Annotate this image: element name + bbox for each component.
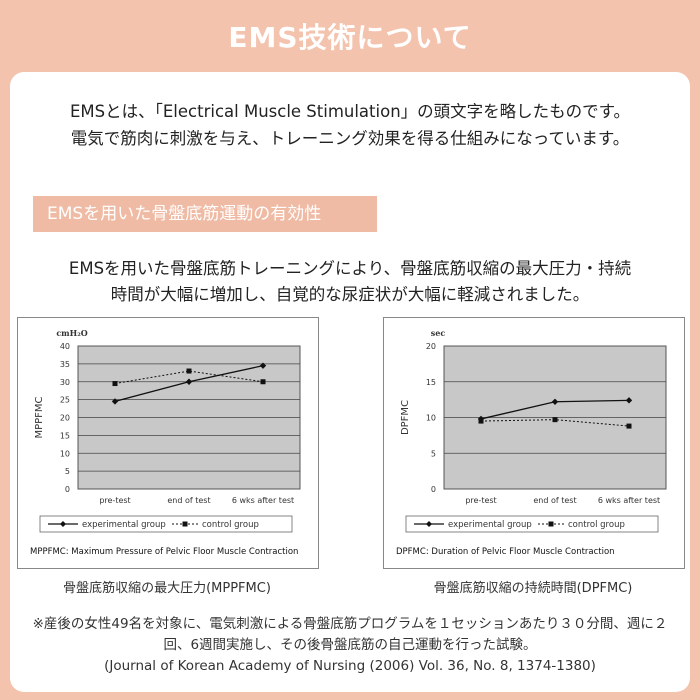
data-point bbox=[259, 362, 267, 369]
series-line-control bbox=[480, 419, 630, 427]
y-tick-label: 5 bbox=[65, 467, 70, 476]
y-tick-label: 20 bbox=[60, 414, 70, 423]
legend-label-experimental: experimental group bbox=[448, 520, 532, 530]
y-tick-label: 10 bbox=[426, 414, 436, 423]
lead-text: EMSを用いた骨盤底筋トレーニングにより、骨盤底筋収縮の最大圧力・持続 時間が大… bbox=[10, 256, 690, 308]
x-tick-label: pre-test bbox=[465, 496, 496, 505]
unit-label: cmH₂O bbox=[56, 328, 87, 338]
y-tick-label: 30 bbox=[60, 378, 70, 387]
note-line-1: ※産後の女性49名を対象に、電気刺激による骨盤底筋プログラムを１セッションあたり… bbox=[32, 616, 668, 632]
chart-mppfmc: 0 5 10 15 20 25 30 35 40 cmH₂O MPPFMC pre-test end o… bbox=[17, 317, 319, 569]
chart-footnote: DPFMC: Duration of Pelvic Floor Muscle C… bbox=[396, 547, 615, 557]
unit-label: sec bbox=[431, 328, 446, 338]
x-tick-label: end of test bbox=[533, 496, 576, 505]
data-point bbox=[260, 379, 266, 385]
x-tick-label: end of test bbox=[167, 496, 210, 505]
y-axis-label: MPPFMC bbox=[34, 396, 45, 438]
y-tick-label: 15 bbox=[60, 431, 70, 440]
series-line-control bbox=[114, 370, 264, 385]
legend-label-control: control group bbox=[202, 520, 259, 530]
chart-mppfmc-caption: 骨盤底筋収縮の最大圧力(MPPFMC) bbox=[63, 581, 271, 596]
lead-line-1: EMSを用いた骨盤底筋トレーニングにより、骨盤底筋収縮の最大圧力・持続 bbox=[68, 259, 632, 278]
intro-line-2: 電気で筋肉に刺激を与え、トレーニング効果を得る仕組みになっています。 bbox=[70, 129, 630, 148]
legend-box bbox=[39, 515, 293, 533]
data-point bbox=[112, 381, 118, 387]
x-tick-label: 6 wks after test bbox=[232, 496, 294, 505]
legend-marker-control bbox=[182, 521, 188, 527]
note-line-2: 回、6週間実施し、その後骨盤底筋の自己運動を行った試験。 bbox=[163, 637, 537, 653]
data-point bbox=[478, 418, 484, 424]
y-axis-label: DPFMC bbox=[400, 400, 411, 435]
y-tick-label: 25 bbox=[60, 396, 70, 405]
data-point bbox=[185, 378, 193, 385]
intro-line-1: EMSとは、「Electrical Muscle Stimulation」の頭文… bbox=[69, 102, 631, 121]
chart-dpfmc-svg: 0 5 10 15 20 sec DPFMC pre-test end of test 6 wks… bbox=[396, 328, 667, 557]
legend-box bbox=[405, 515, 659, 533]
legend-label-experimental: experimental group bbox=[82, 520, 166, 530]
y-tick-label: 0 bbox=[65, 485, 70, 494]
section-label: EMSを用いた骨盤底筋運動の有効性 bbox=[33, 196, 377, 232]
y-tick-label: 10 bbox=[60, 449, 70, 458]
lead-line-2: 時間が大幅に増加し、自覚的な尿症状が大幅に軽減されました。 bbox=[110, 285, 590, 304]
data-point bbox=[551, 398, 559, 405]
data-point bbox=[626, 423, 632, 429]
content-card: EMSとは、「Electrical Muscle Stimulation」の頭文… bbox=[10, 72, 690, 692]
y-tick-label: 15 bbox=[426, 378, 436, 387]
intro-text: EMSとは、「Electrical Muscle Stimulation」の頭文… bbox=[10, 98, 690, 152]
data-point bbox=[552, 417, 558, 423]
legend-marker-experimental bbox=[60, 521, 66, 527]
y-tick-label: 5 bbox=[431, 449, 436, 458]
note-line-3: (Journal of Korean Academy of Nursing (2… bbox=[104, 658, 596, 674]
chart-mppfmc-svg: 0 5 10 15 20 25 30 35 40 cmH₂O MPPFMC pre-test end o… bbox=[30, 328, 301, 557]
y-tick-label: 35 bbox=[60, 360, 70, 369]
data-point bbox=[625, 397, 633, 404]
y-tick-label: 40 bbox=[60, 342, 70, 351]
study-note: ※産後の女性49名を対象に、電気刺激による骨盤底筋プログラムを１セッションあたり… bbox=[30, 614, 670, 677]
x-tick-label: pre-test bbox=[99, 496, 130, 505]
data-point bbox=[186, 368, 192, 374]
y-tick-label: 20 bbox=[426, 342, 436, 351]
page-title: EMS技術について bbox=[228, 21, 472, 54]
data-point bbox=[111, 398, 119, 405]
chart-dpfmc: 0 5 10 15 20 sec DPFMC pre-test end of test 6 wks… bbox=[383, 317, 685, 569]
legend-marker-experimental bbox=[426, 521, 432, 527]
x-tick-label: 6 wks after test bbox=[598, 496, 660, 505]
legend-marker-control bbox=[548, 521, 554, 527]
legend-label-control: control group bbox=[568, 520, 625, 530]
y-tick-label: 0 bbox=[431, 485, 436, 494]
chart-dpfmc-caption: 骨盤底筋収縮の持続時間(DPFMC) bbox=[433, 581, 633, 596]
chart-footnote: MPPFMC: Maximum Pressure of Pelvic Floor… bbox=[30, 547, 298, 557]
